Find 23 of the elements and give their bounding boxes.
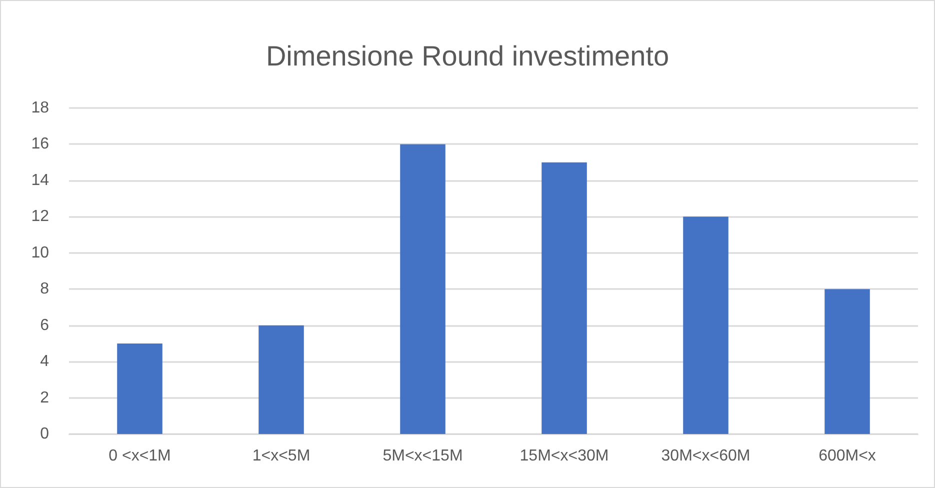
x-tick-label: 30M<x<60M: [661, 448, 750, 464]
bar: [824, 289, 870, 434]
y-tick-label: 4: [40, 353, 50, 370]
y-tick-label: 10: [31, 244, 50, 262]
x-tick-label: 600M<x: [818, 448, 876, 464]
bar: [683, 216, 728, 434]
bar: [258, 325, 304, 434]
x-tick-label: 0 <x<1M: [108, 448, 171, 464]
y-tick-label: 0: [40, 426, 50, 442]
y-tick-label: 8: [40, 280, 50, 298]
bar: [542, 162, 587, 434]
y-tick-label: 2: [40, 389, 50, 406]
y-tick-label: 14: [31, 172, 50, 189]
y-tick-label: 12: [31, 208, 50, 226]
x-tick-label: 1<x<5M: [252, 448, 310, 464]
bar: [400, 144, 446, 434]
y-tick-label: 6: [40, 316, 50, 334]
bar: [117, 343, 162, 434]
y-tick-label: 18: [31, 100, 50, 116]
x-tick-label: 15M<x<30M: [520, 448, 609, 464]
y-tick-label: 16: [31, 136, 50, 153]
chart-title: Dimensione Round investimento: [266, 40, 670, 72]
x-tick-label: 5M<x<15M: [382, 448, 463, 464]
